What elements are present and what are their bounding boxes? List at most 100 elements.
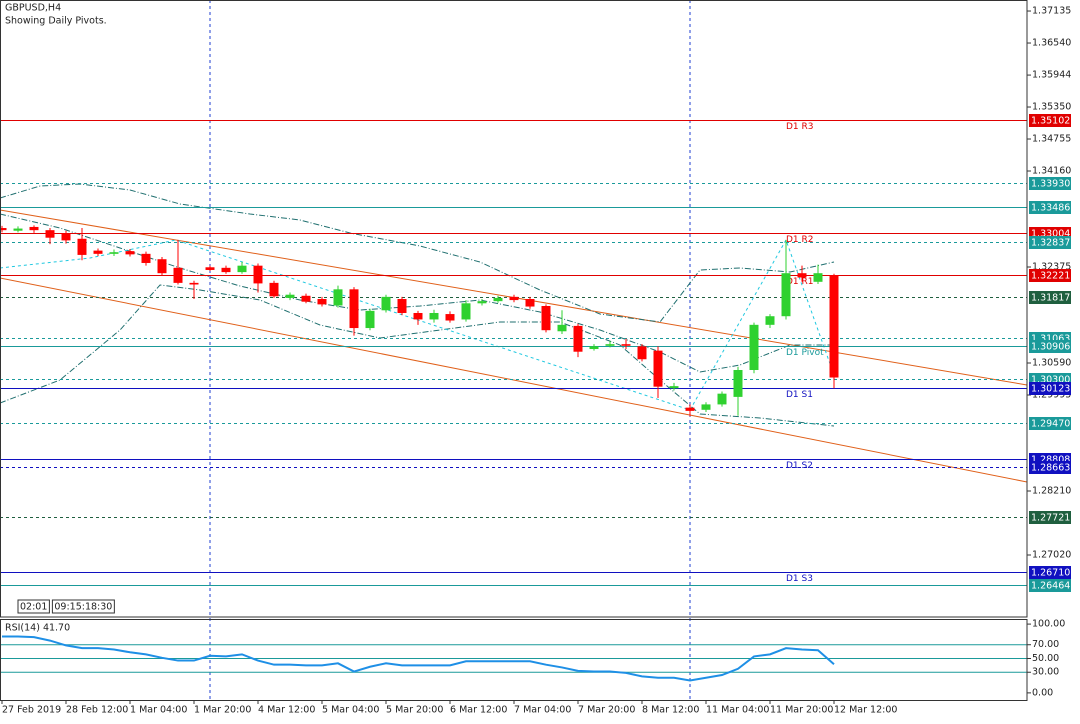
level-label-box [1029,340,1071,353]
candle-body [589,346,599,350]
candle-body [77,238,87,255]
x-tick-label: 12 Mar 12:00 [834,705,897,716]
y-tick-label: 1.35350 [1032,102,1071,113]
candle-body [557,324,567,332]
candle-body [621,344,631,346]
y-tick-label: 1.37135 [1032,6,1071,17]
candle-body [685,407,695,411]
level-annotation: D1 R2 [786,235,814,245]
candle-body [301,295,311,302]
level-annotation: D1 S2 [786,461,813,471]
candle-body [349,289,359,329]
level-label: 1.27721 [1031,513,1070,524]
y-tick-label: 1.36540 [1032,38,1071,49]
candle-body [829,275,839,378]
y-tick-label: 1.28210 [1032,485,1071,496]
level-label-box [1029,177,1071,190]
level-label: 1.31817 [1031,293,1070,304]
candle-body [285,294,295,298]
zigzag [0,238,835,411]
candle-body [397,299,407,313]
level-annotation: D1 Pivot [786,348,824,358]
y-tick-label: 1.29995 [1032,390,1071,401]
x-tick-label: 27 Feb 2019 [2,705,61,716]
level-label: 1.33486 [1031,203,1070,214]
candle-body [157,259,167,274]
time-box-label: 02:01 [20,602,47,613]
candle-body [637,346,647,360]
candle-body [45,230,55,238]
rsi-tick-label: 0.00 [1032,687,1053,698]
level-label-box [1029,511,1071,524]
candle-body [461,303,471,320]
candle-body [365,310,375,329]
rsi-title: RSI(14) 41.70 [5,623,70,634]
level-label-box [1029,236,1071,249]
candle-body [173,267,183,283]
rsi-tick-label: 30.00 [1032,667,1059,678]
chart-subtitle: Showing Daily Pivots. [5,16,107,27]
candle-body [781,273,791,317]
y-tick-label: 1.27020 [1032,549,1071,560]
level-label-box [1029,461,1071,474]
candle-body [413,312,423,320]
candle-body [525,299,535,307]
candle-body [333,289,343,306]
candle-body [701,404,711,410]
candle-body [125,251,135,255]
x-tick-label: 28 Feb 12:00 [66,705,128,716]
candle-body [813,273,823,282]
y-tick-label: 1.34755 [1032,134,1071,145]
x-tick-label: 4 Mar 12:00 [258,705,315,716]
level-label: 1.28663 [1031,463,1070,474]
x-tick-label: 1 Mar 04:00 [130,705,187,716]
x-tick-label: 1 Mar 20:00 [194,705,251,716]
level-label: 1.33004 [1031,229,1070,240]
time-box [51,599,115,614]
candle-body [269,282,279,297]
candle-body [717,393,727,405]
level-label: 1.29470 [1031,419,1070,430]
level-annotation: D1 S3 [786,574,813,584]
candle-body [189,282,199,285]
candle-body [797,273,807,278]
x-tick-label: 8 Mar 12:00 [642,705,699,716]
level-annotation: D1 R1 [786,277,814,287]
x-tick-label: 7 Mar 20:00 [578,705,635,716]
level-label: 1.26710 [1031,568,1070,579]
candle-body [93,250,103,254]
level-label: 1.32837 [1031,238,1070,249]
level-label: 1.30906 [1031,342,1070,353]
level-label-box [1029,382,1071,395]
x-tick-label: 5 Mar 20:00 [386,705,443,716]
rsi-tick-label: 100.00 [1032,619,1065,630]
candle-body [605,344,615,346]
level-label: 1.26464 [1031,581,1070,592]
band-upper [0,183,835,323]
main-panel-frame [0,0,1028,618]
candle-body [429,312,439,320]
y-tick-label: 1.35944 [1032,70,1071,81]
level-label-box [1029,269,1071,282]
candle-body [573,325,583,352]
level-label-box [1029,566,1071,579]
channel-line [0,277,1028,483]
candle-body [493,297,503,302]
level-label: 1.32221 [1031,271,1070,282]
candle-body [205,267,215,270]
candle-body [317,299,327,305]
candle-body [733,369,743,397]
rsi-tick-label: 50.00 [1032,653,1059,664]
time-box-label: 09:15:18:30 [54,602,112,613]
chart-title: GBPUSD,H4 [5,3,61,14]
level-label-box [1029,114,1071,127]
candle-body [221,267,231,273]
candle-body [0,228,7,231]
candle-body [477,301,487,304]
level-label: 1.30123 [1031,384,1070,395]
candle-body [253,265,263,284]
y-tick-label: 1.32375 [1032,262,1071,273]
level-label: 1.33930 [1031,179,1070,190]
candle-body [445,314,455,321]
